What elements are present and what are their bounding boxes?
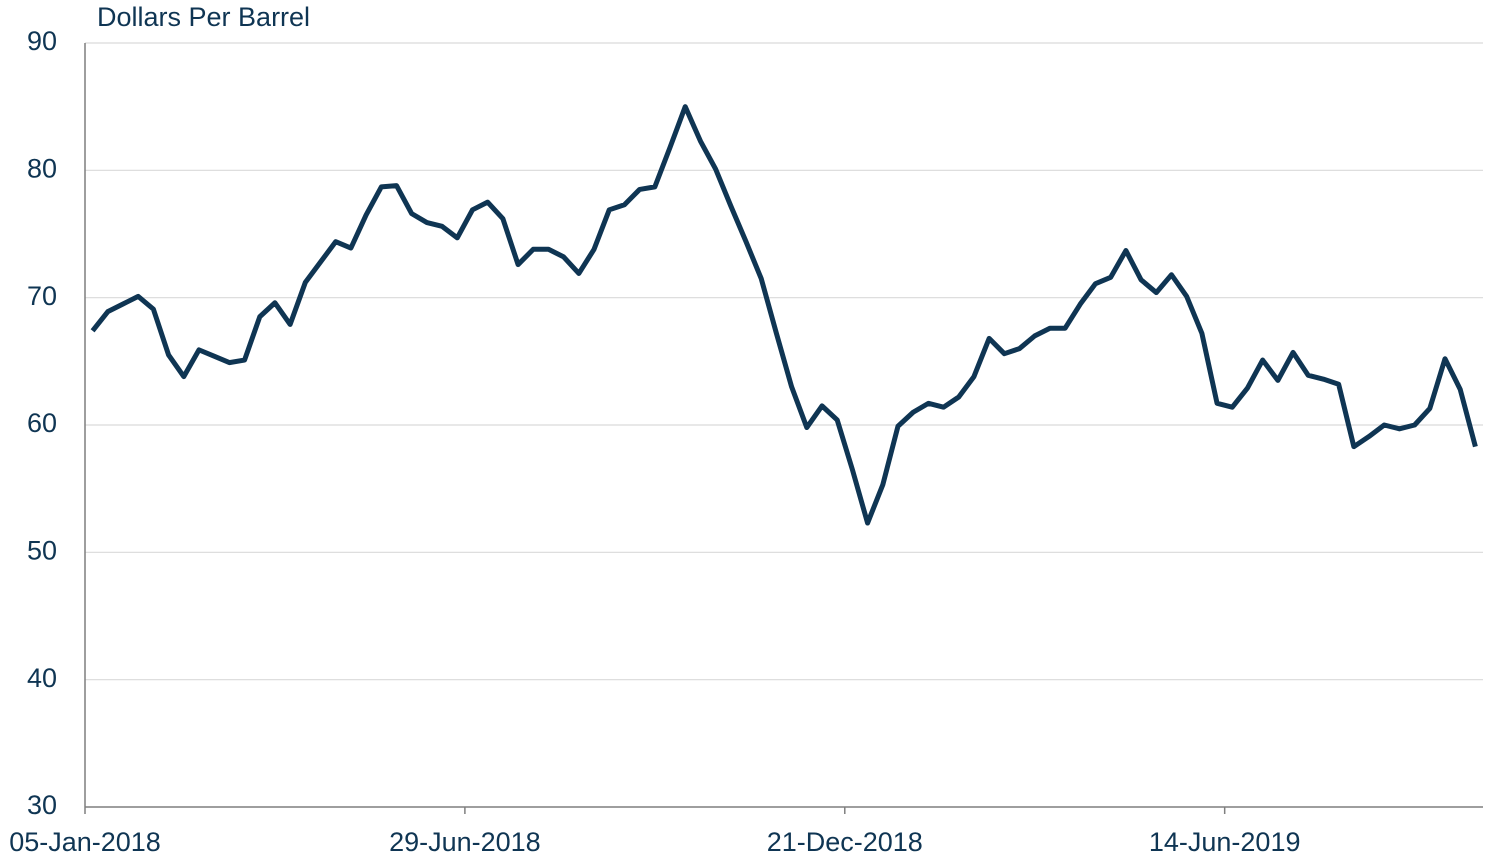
x-tick-label: 21-Dec-2018 <box>767 827 923 857</box>
y-tick-label: 40 <box>27 663 57 693</box>
x-tick-label: 29-Jun-2018 <box>389 827 541 857</box>
y-tick-label: 30 <box>27 790 57 820</box>
y-tick-label: 80 <box>27 153 57 183</box>
y-tick-label: 90 <box>27 26 57 56</box>
y-tick-label: 50 <box>27 535 57 565</box>
y-tick-label: 70 <box>27 281 57 311</box>
x-tick-label: 05-Jan-2018 <box>9 827 161 857</box>
y-axis-title: Dollars Per Barrel <box>97 2 310 32</box>
price-line <box>90 104 1478 526</box>
x-tick-label: 14-Jun-2019 <box>1149 827 1301 857</box>
y-tick-label: 60 <box>27 408 57 438</box>
